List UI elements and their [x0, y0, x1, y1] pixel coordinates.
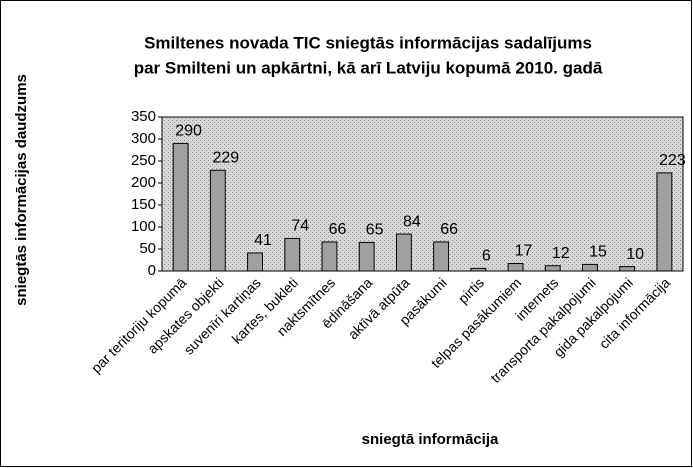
bar	[395, 233, 412, 272]
data-label: 10	[626, 246, 644, 263]
y-tick-label: 300	[131, 130, 156, 147]
data-label: 74	[291, 218, 309, 235]
bar	[656, 172, 673, 272]
y-tick-label: 150	[131, 196, 156, 213]
data-label: 66	[440, 221, 458, 238]
data-label: 6	[482, 248, 491, 265]
data-label: 66	[329, 221, 347, 238]
x-axis-label: sniegtā informācija	[362, 431, 499, 448]
y-tick-label: 200	[131, 174, 156, 191]
bar	[172, 142, 189, 272]
bar	[284, 237, 301, 272]
data-label: 15	[589, 244, 607, 261]
bar	[507, 263, 524, 272]
bar	[358, 241, 375, 272]
data-label: 84	[403, 213, 421, 230]
bar	[247, 252, 263, 272]
y-tick-label: 250	[131, 152, 156, 169]
data-label: 229	[212, 149, 239, 166]
bar	[321, 241, 338, 272]
bar	[619, 266, 636, 272]
data-label: 41	[254, 232, 272, 249]
data-label: 17	[515, 243, 533, 260]
bar	[582, 263, 598, 272]
chart-title: par Smilteni un apkārtni, kā arī Latviju…	[134, 58, 603, 77]
bar	[433, 241, 450, 272]
y-tick-label: 50	[139, 240, 156, 257]
y-tick-label: 350	[131, 108, 156, 125]
bar	[470, 267, 487, 272]
data-label: 12	[552, 245, 570, 262]
plot-area	[161, 116, 684, 272]
bar	[209, 169, 226, 272]
data-label: 223	[659, 152, 686, 169]
chart-title: Smiltenes novada TIC sniegtās informācij…	[144, 33, 592, 52]
data-label: 290	[175, 123, 202, 140]
y-axis-label: sniegtās informācijas daudzums	[13, 74, 30, 306]
y-tick-label: 0	[148, 262, 156, 279]
bar	[544, 265, 561, 272]
y-tick-label: 100	[131, 218, 156, 235]
data-label: 65	[366, 222, 384, 239]
